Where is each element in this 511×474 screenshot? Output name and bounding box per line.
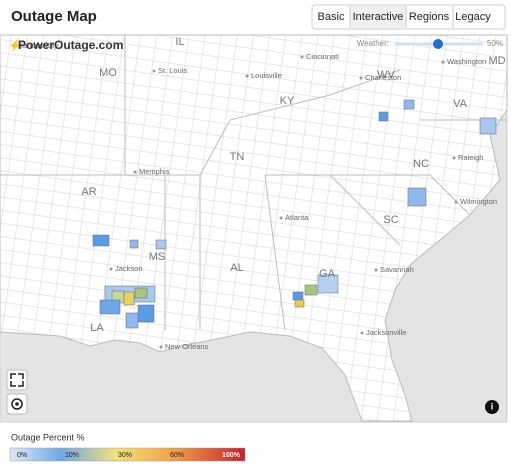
tab[interactable]: Basic	[318, 11, 345, 23]
info-button[interactable]	[485, 400, 499, 414]
fullscreen-icon	[10, 373, 24, 387]
tab[interactable]: Interactive	[353, 11, 404, 23]
city-label: Raleigh	[458, 153, 483, 162]
legend-labels: 0% 10% 30% 60% 100%	[17, 452, 241, 459]
locate-dot	[15, 402, 19, 406]
city-dot	[109, 267, 113, 271]
city-dot	[133, 170, 137, 174]
state-label: VA	[453, 98, 468, 110]
state-label: MS	[149, 251, 166, 263]
brand-icon: ⚡	[8, 38, 23, 52]
tab-active	[350, 6, 406, 28]
state-label: MO	[99, 67, 117, 79]
city-dot	[360, 331, 364, 335]
city-dot	[359, 76, 363, 80]
legend-stop: 30%	[118, 452, 132, 459]
city-label: Cincinnati	[306, 52, 339, 61]
state-label: LA	[90, 322, 104, 334]
legend-title: Outage Percent %	[11, 432, 85, 442]
city-dot	[152, 69, 156, 73]
state-label: TN	[230, 151, 245, 163]
city-label: Jackson	[115, 264, 143, 273]
city-dot	[159, 345, 163, 349]
page-title: Outage Map	[11, 8, 97, 25]
state-label: SC	[383, 214, 398, 226]
state-label: IL	[175, 36, 184, 48]
city-dot	[374, 268, 378, 272]
city-label: Savannah	[380, 265, 414, 274]
city-label: Jacksonville	[366, 328, 406, 337]
state-label: NC	[413, 158, 429, 170]
state-label: KY	[280, 95, 295, 107]
tab-bar: Basic Interactive Regions Legacy	[311, 4, 506, 30]
info-icon: i	[491, 401, 494, 411]
legend-stop: 60%	[170, 452, 184, 459]
weather-label: Weather:	[357, 39, 389, 48]
fullscreen-button[interactable]	[6, 369, 28, 391]
state-label: AR	[81, 186, 96, 198]
tab[interactable]: Legacy	[455, 11, 491, 23]
city-dot	[300, 55, 304, 59]
city-label: St. Louis	[158, 66, 187, 75]
city-label: Washington	[447, 57, 486, 66]
tab[interactable]: Regions	[409, 11, 450, 23]
city-dot	[452, 156, 456, 160]
legend-scale	[9, 447, 246, 462]
state-label: AL	[230, 262, 243, 274]
legend-stop: 0%	[17, 452, 27, 459]
state-label: WV	[377, 69, 395, 81]
city-label: Atlanta	[285, 213, 309, 222]
city-label: Charleston	[365, 73, 401, 82]
state-label: MD	[488, 55, 505, 67]
weather-slider[interactable]	[433, 39, 443, 49]
outage-areas	[92, 99, 497, 329]
city-dot	[245, 74, 249, 78]
city-label: Kansas City	[18, 41, 58, 50]
city-label: Memphis	[139, 167, 170, 176]
brand: PowerOutage.com	[18, 38, 123, 52]
weather-value: 50%	[487, 39, 503, 48]
state-borders	[0, 35, 507, 331]
city-dot	[454, 200, 458, 204]
legend-stop: 100%	[222, 452, 241, 459]
state-label: GA	[319, 268, 336, 280]
city-label: Louisville	[251, 71, 282, 80]
map-labels: IL MO KY WV VA MD TN NC AR SC MS AL GA LA Kansas City S…	[12, 36, 506, 351]
city-dot	[279, 216, 283, 220]
city-dot	[12, 44, 16, 48]
locate-icon	[11, 398, 23, 410]
map: IL MO KY WV VA MD TN NC AR SC MS AL GA LA Kansas City S…	[0, 34, 508, 423]
city-label: Wilmington	[460, 197, 497, 206]
city-dot	[441, 60, 445, 64]
legend-stop: 10%	[65, 452, 79, 459]
city-label: New Orleans	[165, 342, 209, 351]
